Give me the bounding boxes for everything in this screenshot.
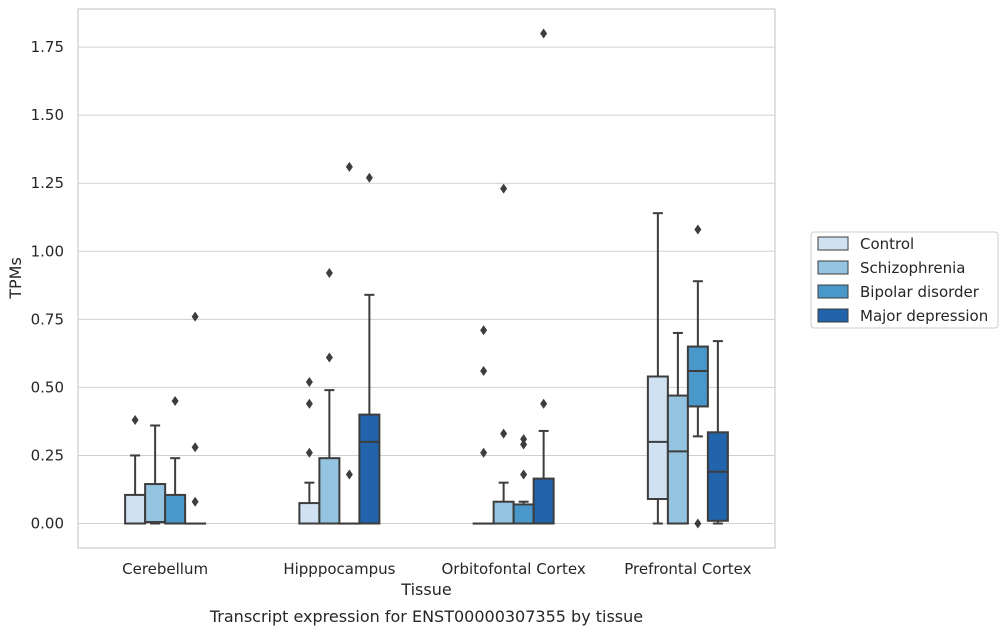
legend-label: Bipolar disorder bbox=[860, 283, 980, 301]
y-tick-label: 1.75 bbox=[31, 38, 64, 56]
outlier-point bbox=[520, 434, 528, 445]
box-body bbox=[666, 394, 689, 525]
outlier-point bbox=[365, 172, 373, 183]
outlier-point bbox=[520, 439, 528, 450]
outlier-point bbox=[171, 396, 179, 406]
box-body bbox=[298, 502, 321, 525]
box-body bbox=[492, 500, 515, 525]
outlier-point bbox=[540, 28, 548, 39]
legend-frame bbox=[810, 231, 999, 329]
legend: Control Schizophrenia Bipolar disorder Majo… bbox=[810, 231, 999, 329]
legend-swatch bbox=[817, 284, 849, 299]
x-axis-title: Tissue bbox=[400, 580, 451, 599]
outlier-point bbox=[480, 366, 488, 377]
outlier-point bbox=[191, 496, 199, 507]
box-body bbox=[646, 375, 669, 500]
box-body bbox=[318, 457, 341, 525]
outlier-point bbox=[191, 442, 199, 453]
outlier-point bbox=[325, 268, 333, 279]
box-major-depression bbox=[532, 28, 555, 525]
outlier-point bbox=[305, 398, 313, 409]
y-tick-label: 0.50 bbox=[31, 378, 64, 396]
outlier-point bbox=[520, 469, 528, 480]
outlier-point bbox=[500, 183, 508, 194]
outlier-point bbox=[131, 415, 139, 426]
outlier-point bbox=[305, 447, 313, 458]
legend-label: Major depression bbox=[860, 307, 988, 325]
box-major-depression bbox=[706, 340, 729, 525]
box-major-depression bbox=[184, 311, 207, 525]
outlier-point bbox=[325, 352, 333, 363]
box-body bbox=[706, 431, 729, 522]
box-groups bbox=[124, 28, 729, 529]
y-tick-label: 0.75 bbox=[31, 310, 64, 328]
box-control bbox=[298, 376, 321, 525]
outlier-point bbox=[694, 518, 702, 529]
y-tick-label: 1.50 bbox=[31, 106, 64, 124]
legend-swatch bbox=[817, 308, 849, 323]
box-body bbox=[144, 483, 167, 524]
box-schizophrenia bbox=[144, 424, 167, 525]
outlier-point bbox=[480, 447, 488, 458]
box-major-depression bbox=[358, 172, 381, 525]
x-tick-label: Cerebellum bbox=[122, 560, 208, 578]
box-schizophrenia bbox=[318, 268, 341, 525]
box-schizophrenia bbox=[666, 331, 689, 525]
box-body bbox=[512, 503, 535, 525]
box-body bbox=[124, 493, 147, 525]
outlier-point bbox=[345, 161, 353, 172]
outlier-point bbox=[305, 376, 313, 387]
legend-label: Schizophrenia bbox=[860, 259, 965, 277]
y-tick-label: 1.00 bbox=[31, 242, 64, 260]
box-control bbox=[472, 325, 495, 525]
outlier-point bbox=[694, 224, 702, 235]
box-bipolar-disorder bbox=[512, 434, 535, 525]
y-axis-ticks: 0.00 0.25 0.50 0.75 1.00 1.25 1.50 1.75 bbox=[31, 38, 64, 532]
y-axis-title: TPMs bbox=[6, 257, 25, 300]
legend-swatch bbox=[817, 260, 849, 275]
x-tick-label: Orbitofontal Cortex bbox=[442, 560, 586, 578]
box-schizophrenia bbox=[492, 183, 515, 525]
legend-label: Control bbox=[860, 235, 914, 253]
box-bipolar-disorder bbox=[686, 224, 709, 529]
box-body bbox=[686, 345, 709, 408]
y-tick-label: 1.25 bbox=[31, 174, 64, 192]
outlier-point bbox=[500, 428, 508, 439]
x-tick-label: Prefrontal Cortex bbox=[624, 560, 751, 578]
x-axis-ticks: Cerebellum Hipppocampus Orbitofontal Corte… bbox=[122, 560, 751, 578]
legend-items: Control Schizophrenia Bipolar disorder Majo… bbox=[817, 235, 988, 325]
outlier-point bbox=[191, 311, 199, 322]
y-tick-label: 0.00 bbox=[31, 515, 64, 533]
x-tick-label: Hipppocampus bbox=[283, 560, 395, 578]
legend-swatch bbox=[817, 236, 849, 251]
box-body bbox=[358, 413, 381, 525]
y-tick-label: 0.25 bbox=[31, 446, 64, 464]
outlier-point bbox=[345, 469, 353, 480]
outlier-point bbox=[540, 398, 548, 409]
box-body bbox=[532, 477, 555, 525]
box-bipolar-disorder bbox=[164, 396, 187, 525]
box-body bbox=[164, 493, 187, 525]
chart-caption: Transcript expression for ENST0000030735… bbox=[209, 607, 643, 626]
outlier-point bbox=[480, 325, 488, 336]
